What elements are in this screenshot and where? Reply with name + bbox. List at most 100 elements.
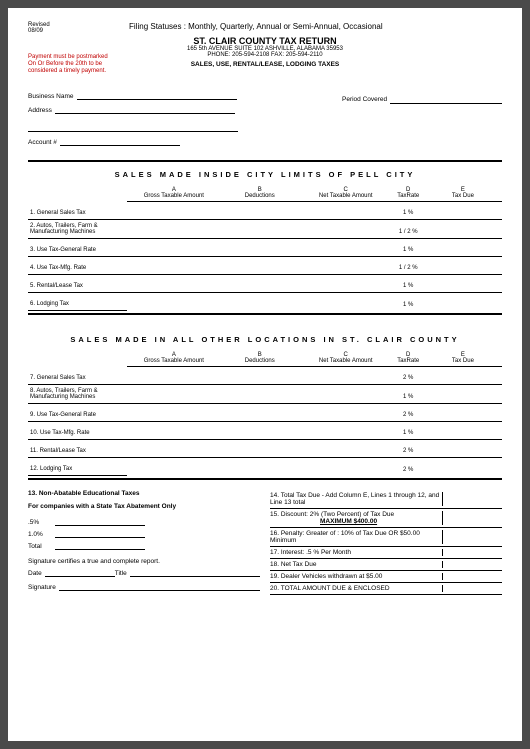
payment-notice: Payment must be postmarked On Or Before … — [28, 54, 128, 76]
table-row: 1. General Sales Tax 1 % — [28, 202, 502, 220]
cell-deductions[interactable] — [221, 275, 299, 293]
signature-input[interactable] — [59, 583, 260, 591]
cell-deductions[interactable] — [221, 239, 299, 257]
cell-taxdue[interactable] — [424, 257, 502, 275]
cell-deductions[interactable] — [221, 385, 299, 404]
cell-rate: 2 % — [393, 458, 424, 476]
row-label: 5. Rental/Lease Tax — [28, 275, 127, 293]
cell-deductions[interactable] — [221, 202, 299, 220]
row-label: 2. Autos, Trailers, Farm & Manufacturing… — [28, 220, 127, 239]
cell-taxdue[interactable] — [424, 275, 502, 293]
cell-deductions[interactable] — [221, 440, 299, 458]
cell-taxdue[interactable] — [424, 440, 502, 458]
cell-net[interactable] — [299, 239, 393, 257]
revised-block: Revised 08/09 — [28, 22, 50, 34]
table-row: 6. Lodging Tax1 % — [28, 293, 502, 311]
cell-net[interactable] — [299, 293, 393, 311]
line-15: 15. Discount: 2% (Two Percent) of Tax Du… — [270, 509, 502, 528]
cell-gross[interactable] — [127, 458, 221, 476]
cell-deductions[interactable] — [221, 220, 299, 239]
line-20: 20. TOTAL AMOUNT DUE & ENCLOSED — [270, 583, 502, 595]
cell-deductions[interactable] — [221, 404, 299, 422]
account-input[interactable] — [60, 138, 180, 146]
table-row: 10. Use Tax-Mfg. Rate1 % — [28, 422, 502, 440]
cell-gross[interactable] — [127, 239, 221, 257]
row-label: 6. Lodging Tax — [28, 293, 127, 311]
cell-gross[interactable] — [127, 275, 221, 293]
cell-taxdue[interactable] — [424, 367, 502, 385]
table-row: 5. Rental/Lease Tax1 % — [28, 275, 502, 293]
cell-taxdue[interactable] — [424, 385, 502, 404]
cell-gross[interactable] — [127, 404, 221, 422]
row-label: 3. Use Tax-General Rate — [28, 239, 127, 257]
line-15-amount[interactable] — [442, 511, 502, 525]
right-column: 14. Total Tax Due - Add Column E, Lines … — [270, 490, 502, 595]
title-input[interactable] — [130, 569, 260, 577]
cell-taxdue[interactable] — [424, 458, 502, 476]
table-row: 7. General Sales Tax2 % — [28, 367, 502, 385]
period-input[interactable] — [390, 96, 502, 104]
cell-net[interactable] — [299, 458, 393, 476]
cell-net[interactable] — [299, 404, 393, 422]
line-14: 14. Total Tax Due - Add Column E, Lines … — [270, 490, 502, 509]
cell-net[interactable] — [299, 385, 393, 404]
cell-net[interactable] — [299, 202, 393, 220]
cell-deductions[interactable] — [221, 422, 299, 440]
rate-05-input[interactable] — [55, 518, 145, 526]
cell-rate: 1 % — [393, 202, 424, 220]
bottom-section: 13. Non-Abatable Educational Taxes For c… — [28, 490, 502, 595]
line-17-amount[interactable] — [442, 549, 502, 556]
row-label: 4. Use Tax-Mfg. Rate — [28, 257, 127, 275]
cell-net[interactable] — [299, 275, 393, 293]
cell-net[interactable] — [299, 367, 393, 385]
cell-deductions[interactable] — [221, 293, 299, 311]
cell-net[interactable] — [299, 440, 393, 458]
address-input-2[interactable] — [28, 124, 238, 132]
cell-gross[interactable] — [127, 220, 221, 239]
cell-taxdue[interactable] — [424, 239, 502, 257]
line-18-amount[interactable] — [442, 561, 502, 568]
date-input[interactable] — [45, 569, 115, 577]
tax-form-page: Revised 08/09 Filing Statuses : Monthly,… — [8, 8, 522, 741]
line-16-amount[interactable] — [442, 530, 502, 544]
cell-taxdue[interactable] — [424, 220, 502, 239]
rate-10-input[interactable] — [55, 530, 145, 538]
table-row: 3. Use Tax-General Rate 1 % — [28, 239, 502, 257]
row-label: 9. Use Tax-General Rate — [28, 404, 127, 422]
rate-total-input[interactable] — [55, 542, 145, 550]
col-c-header: CNet Taxable Amount — [299, 185, 393, 202]
cell-deductions[interactable] — [221, 257, 299, 275]
cell-taxdue[interactable] — [424, 422, 502, 440]
row-label: 1. General Sales Tax — [28, 202, 127, 220]
business-name-input[interactable] — [77, 92, 237, 100]
cell-net[interactable] — [299, 220, 393, 239]
cell-gross[interactable] — [127, 385, 221, 404]
cell-net[interactable] — [299, 257, 393, 275]
address-input[interactable] — [55, 106, 235, 114]
cell-taxdue[interactable] — [424, 404, 502, 422]
line-20-amount[interactable] — [442, 585, 502, 592]
cell-taxdue[interactable] — [424, 293, 502, 311]
cell-net[interactable] — [299, 422, 393, 440]
cell-rate: 1 % — [393, 239, 424, 257]
table-row: 9. Use Tax-General Rate2 % — [28, 404, 502, 422]
period-field: Period Covered — [342, 96, 502, 104]
line-16: 16. Penalty: Greater of : 10% of Tax Due… — [270, 528, 502, 547]
row-label: 12. Lodging Tax — [28, 458, 127, 476]
cell-gross[interactable] — [127, 367, 221, 385]
table-row: 2. Autos, Trailers, Farm & Manufacturing… — [28, 220, 502, 239]
cell-deductions[interactable] — [221, 458, 299, 476]
line-19-amount[interactable] — [442, 573, 502, 580]
address-field: Address — [28, 106, 502, 114]
cell-gross[interactable] — [127, 257, 221, 275]
cell-gross[interactable] — [127, 293, 221, 311]
line-18: 18. Net Tax Due — [270, 559, 502, 571]
line-14-amount[interactable] — [442, 492, 502, 506]
cell-gross[interactable] — [127, 202, 221, 220]
cell-taxdue[interactable] — [424, 202, 502, 220]
filing-statuses: Filing Statuses : Monthly, Quarterly, An… — [50, 22, 462, 34]
cell-deductions[interactable] — [221, 367, 299, 385]
cell-gross[interactable] — [127, 440, 221, 458]
cell-rate: 1 % — [393, 422, 424, 440]
cell-gross[interactable] — [127, 422, 221, 440]
